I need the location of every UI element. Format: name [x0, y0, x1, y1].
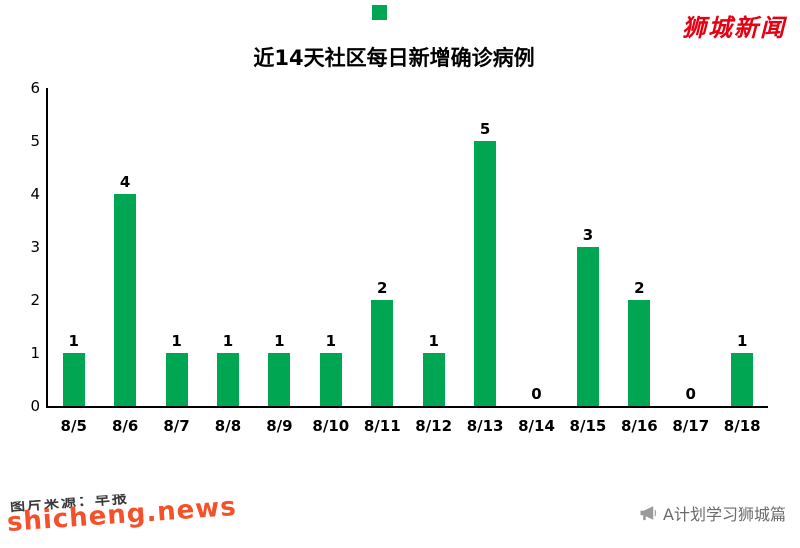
bar	[114, 194, 137, 406]
y-tick-label: 6	[30, 79, 40, 97]
bar-column: 0	[665, 88, 716, 406]
y-tick-label: 3	[30, 238, 40, 256]
x-tick-label: 8/16	[620, 417, 658, 435]
x-tick-label: 8/15	[569, 417, 607, 435]
bar-value-label: 3	[582, 226, 594, 244]
y-tick-label: 1	[30, 344, 40, 362]
x-tick-label: 8/10	[312, 417, 350, 435]
x-tick-label: 8/17	[672, 417, 710, 435]
bar-column: 1	[48, 88, 99, 406]
x-tick-label: 8/6	[111, 417, 139, 435]
bar-value-label: 0	[685, 385, 696, 403]
bar-value-label: 4	[119, 173, 131, 191]
bar-column: 1	[716, 88, 767, 406]
bar-value-label: 1	[736, 332, 748, 350]
megaphone-icon	[639, 504, 657, 522]
bar-chart: 近14天社区每日新增确诊病例 0 1 2 3 4 5 6 1 4 1 1 1 1 2 1 5 0 3 2 0 1 8/…	[20, 42, 768, 435]
bar-column: 5	[459, 88, 510, 406]
bar	[576, 247, 599, 406]
chart-body: 0 1 2 3 4 5 6 1 4 1 1 1 1 2 1 5 0 3 2 0 1	[20, 79, 768, 415]
y-tick-label: 5	[30, 132, 40, 150]
y-axis-labels: 0 1 2 3 4 5 6	[20, 79, 46, 415]
bar-column: 2	[614, 88, 665, 406]
y-tick-label: 2	[30, 291, 40, 309]
footer-credit: A计划学习狮城篇	[639, 501, 786, 525]
x-tick-label: 8/12	[415, 417, 453, 435]
bar	[319, 353, 342, 406]
bar-value-label: 5	[479, 120, 491, 138]
y-tick-label: 4	[30, 185, 40, 203]
bar-column: 1	[202, 88, 253, 406]
x-tick-label: 8/5	[60, 417, 87, 435]
bar-column: 2	[357, 88, 408, 406]
plot-area: 1 4 1 1 1 1 2 1 5 0 3 2 0 1	[46, 88, 768, 408]
bar	[216, 353, 239, 406]
bar	[371, 300, 394, 406]
chart-title: 近14天社区每日新增确诊病例	[253, 46, 535, 70]
bar-value-label: 0	[531, 385, 542, 403]
x-tick-label: 8/8	[214, 417, 242, 435]
x-tick-label: 8/9	[266, 417, 293, 435]
x-tick-label: 8/7	[163, 417, 190, 435]
bar-value-label: 1	[222, 332, 234, 350]
bar-value-label: 2	[634, 279, 645, 297]
y-tick-label: 0	[30, 397, 40, 415]
bar	[268, 353, 291, 406]
x-tick-label: 8/18	[723, 417, 761, 435]
footer-credit-text: A计划学习狮城篇	[663, 505, 786, 524]
bar-column: 1	[254, 88, 305, 406]
accent-square	[372, 5, 387, 20]
x-tick-label: 8/13	[466, 417, 504, 435]
bar-value-label: 1	[428, 332, 439, 350]
bar	[165, 353, 188, 406]
bar-column: 4	[99, 88, 150, 406]
bar-column: 1	[151, 88, 202, 406]
site-logo: 狮城新闻	[682, 14, 786, 42]
bar-column: 0	[511, 88, 562, 406]
bar-column: 1	[305, 88, 356, 406]
bar	[474, 141, 497, 406]
bar	[422, 353, 445, 406]
bar-value-label: 1	[325, 332, 337, 350]
bar-column: 1	[408, 88, 459, 406]
bar	[628, 300, 651, 406]
bar	[62, 353, 85, 406]
bar-value-label: 1	[68, 332, 79, 350]
x-tick-label: 8/11	[363, 417, 401, 435]
bar-value-label: 2	[377, 279, 388, 297]
bar-column: 3	[562, 88, 613, 406]
x-axis-labels: 8/5 8/6 8/7 8/8 8/9 8/10 8/11 8/12 8/13 8/14 8/15 8…	[48, 408, 768, 435]
bar-value-label: 1	[274, 332, 285, 350]
bar-value-label: 1	[171, 332, 182, 350]
bar	[731, 353, 754, 406]
x-tick-label: 8/14	[518, 417, 555, 435]
